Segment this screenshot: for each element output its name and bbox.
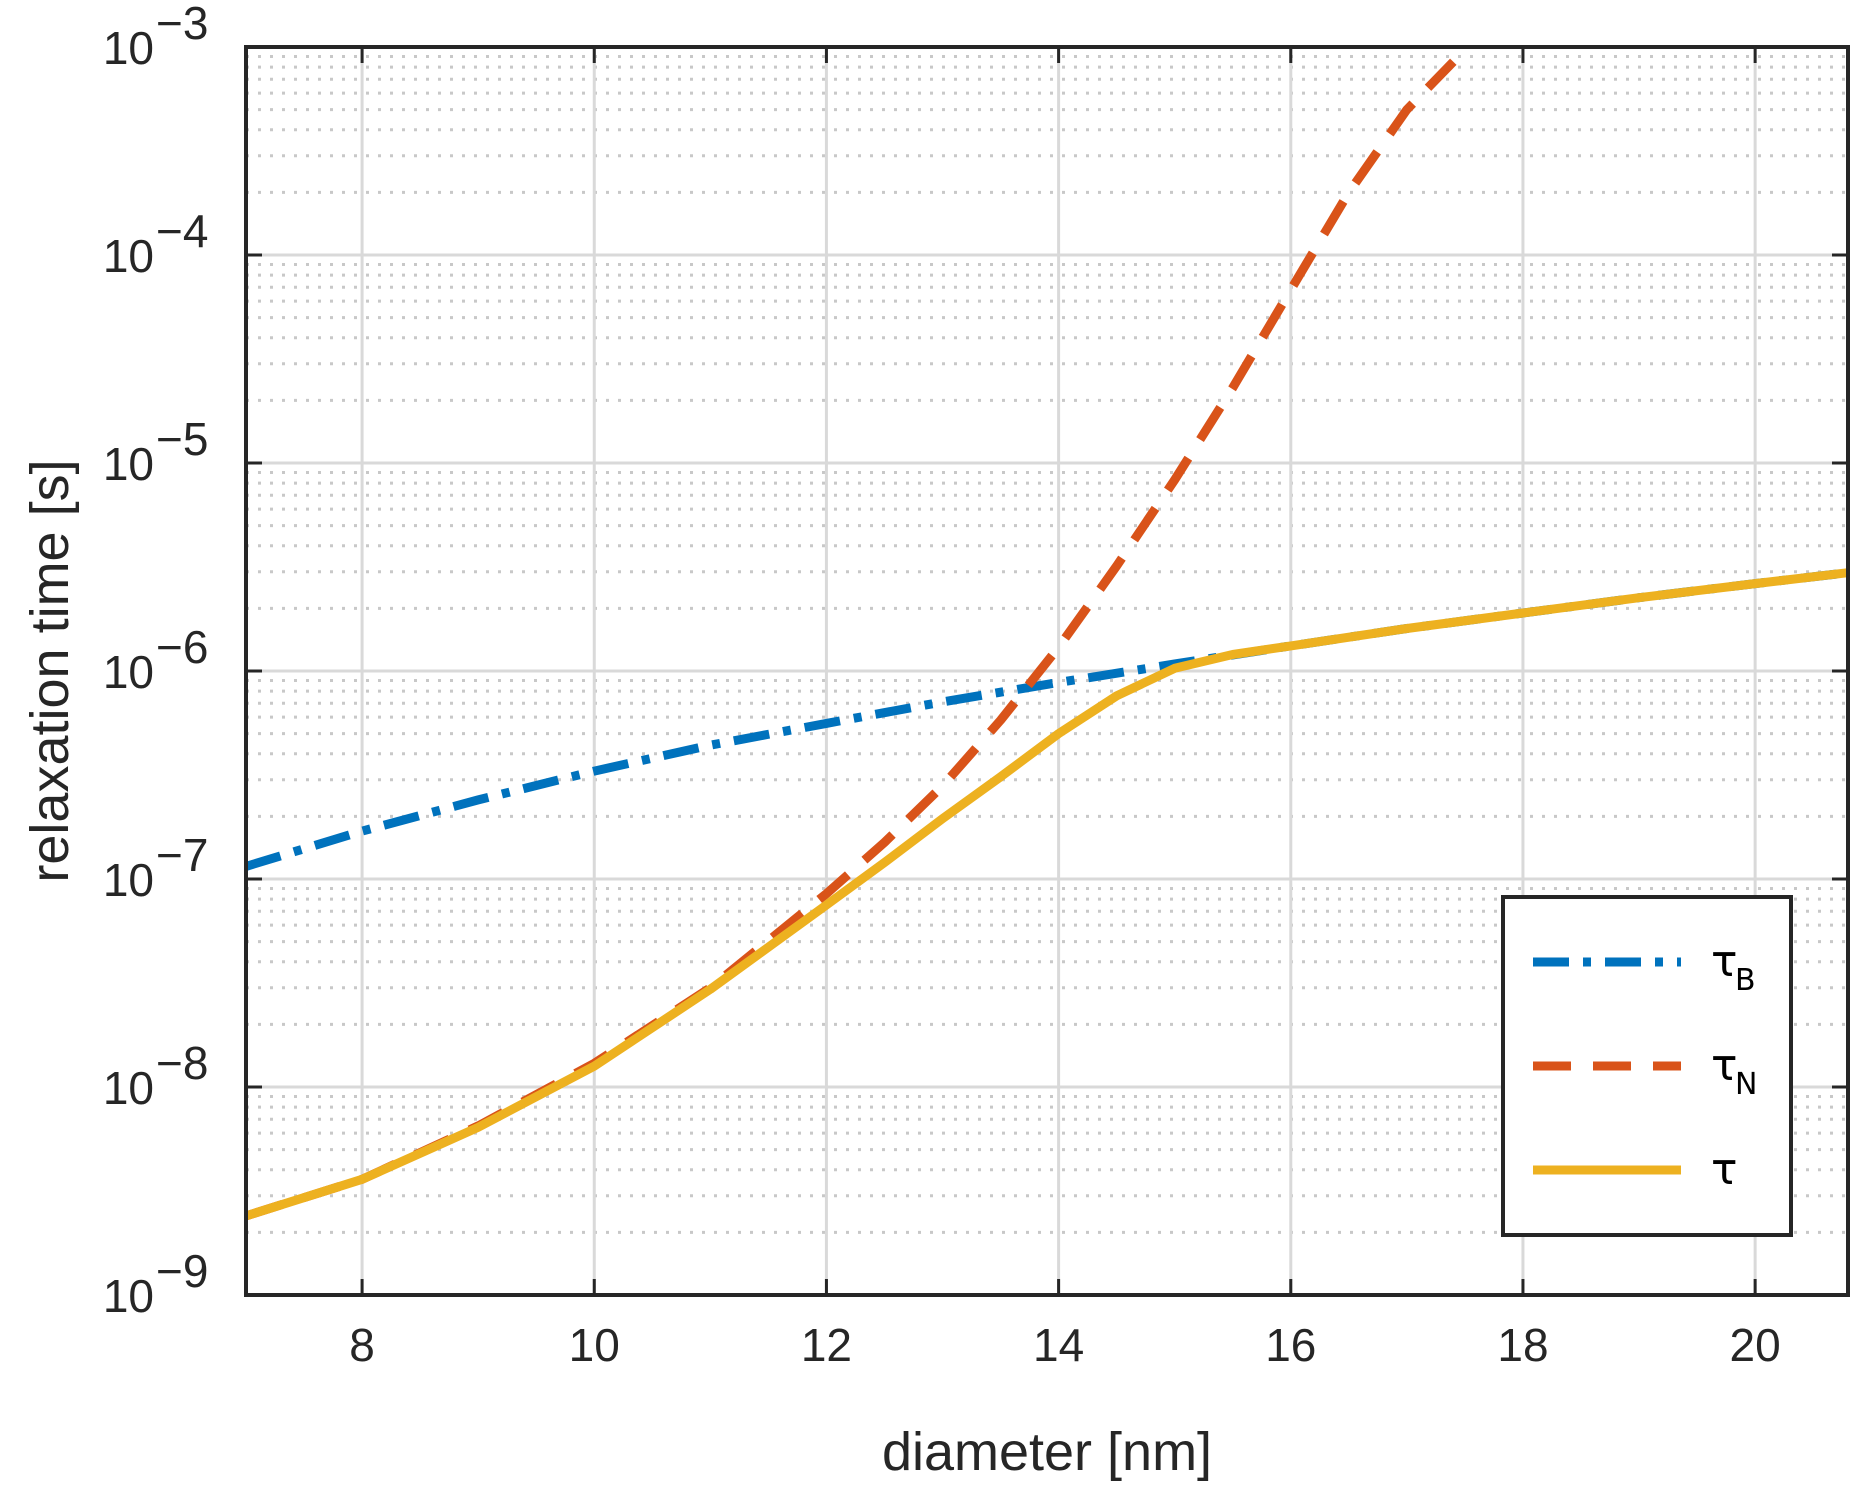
y-tick-label: 10 <box>103 22 154 74</box>
tick-marks <box>246 45 1848 1297</box>
y-tick-exponent: −3 <box>156 0 208 49</box>
x-tick-label: 16 <box>1265 1319 1316 1371</box>
series-line-2 <box>244 568 1849 1221</box>
y-tick-label: 10 <box>103 230 154 282</box>
y-tick-label: 10 <box>103 438 154 490</box>
y-tick-label: 10 <box>103 1270 154 1322</box>
x-tick-label: 12 <box>801 1319 852 1371</box>
y-tick-labels: 10−910−810−710−610−510−410−3 <box>103 0 209 1322</box>
legend-label-subscript-0: B <box>1735 963 1756 998</box>
x-tick-label: 10 <box>569 1319 620 1371</box>
x-axis-label: diameter [nm] <box>882 1422 1212 1482</box>
x-tick-label: 14 <box>1033 1319 1084 1371</box>
y-tick-label: 10 <box>103 854 154 906</box>
y-tick-label: 10 <box>103 1062 154 1114</box>
legend-label-1: τ <box>1711 1040 1738 1091</box>
y-tick-exponent: −5 <box>156 413 208 465</box>
series-layer <box>244 58 1849 1221</box>
x-tick-label: 18 <box>1497 1319 1548 1371</box>
y-tick-exponent: −6 <box>156 621 208 673</box>
x-tick-labels: 8 10 12 14 16 18 20 <box>349 1319 1780 1371</box>
y-tick-exponent: −8 <box>156 1037 208 1089</box>
y-tick-exponent: −7 <box>156 829 208 881</box>
legend-label-subscript-1: N <box>1735 1067 1757 1102</box>
legend-label-2: τ <box>1711 1144 1738 1195</box>
y-tick-label: 10 <box>103 646 154 698</box>
x-tick-label: 8 <box>349 1319 375 1371</box>
x-tick-label: 20 <box>1730 1319 1781 1371</box>
y-tick-exponent: −4 <box>156 205 208 257</box>
y-tick-exponent: −9 <box>156 1245 208 1297</box>
legend-label-0: τ <box>1711 936 1738 987</box>
y-axis-label: relaxation time [s] <box>20 459 80 882</box>
